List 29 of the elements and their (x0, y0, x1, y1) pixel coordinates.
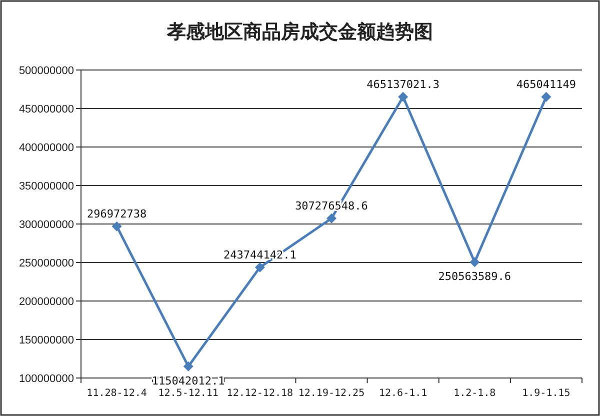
y-tick-label: 500000000 (18, 65, 74, 77)
y-tick-label: 250000000 (18, 258, 74, 270)
data-label: 250563589.6 (438, 270, 512, 284)
y-tick-label: 350000000 (18, 180, 74, 192)
y-tick-label: 450000000 (18, 104, 74, 116)
x-tick-label: 11.28-12.4 (86, 388, 147, 399)
point (183, 361, 194, 372)
data-label: 465041149 (516, 78, 576, 91)
x-tick-label: 12.19-12.25 (298, 388, 365, 399)
point (470, 257, 480, 268)
data-label: 115042012.1 (152, 374, 225, 388)
x-tick-label: 1.2-1.8 (454, 388, 496, 399)
y-tick-label: 150000000 (18, 334, 74, 346)
point (254, 262, 265, 272)
point (326, 213, 336, 224)
x-tick-label: 1.9-1.15 (522, 388, 570, 399)
point (541, 92, 552, 102)
x-tick-label: 12.6-1.1 (378, 388, 428, 399)
chart-title: 孝感地区商品房成交金额趋势图 (166, 21, 433, 43)
x-tick-label: 12.12-12.18 (226, 388, 294, 399)
point (112, 221, 122, 232)
point (398, 92, 408, 102)
y-tick-label: 300000000 (18, 219, 74, 231)
x-tick-label: 12.5-12.11 (158, 388, 218, 399)
data-label: 465137021.3 (366, 78, 440, 91)
data-label: 296972738 (86, 207, 147, 220)
y-tick-label: 200000000 (18, 296, 74, 308)
y-tick-label: 100000000 (18, 373, 74, 385)
y-tick-label: 400000000 (18, 142, 74, 154)
